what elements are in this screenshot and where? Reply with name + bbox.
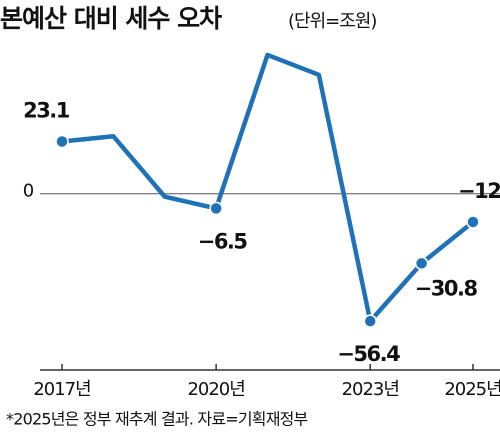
footnote: *2025년은 정부 재추계 결과. 자료=기획재정부 [6, 410, 308, 429]
x-tick-label: 2017년 [33, 379, 90, 400]
line [61, 52, 475, 324]
y-tick-label: 0 [23, 181, 34, 202]
chart-unit: (단위=조원) [288, 11, 376, 32]
point [363, 314, 377, 328]
point [55, 134, 69, 149]
x-tick-label: 2023년 [342, 379, 399, 400]
data-label: −6.5 [198, 229, 248, 253]
data-label: −30.8 [415, 276, 478, 300]
x-tick-label: 2020년 [187, 379, 244, 400]
point [209, 201, 223, 216]
chart-title: 본예산 대비 세수 오차 [0, 4, 222, 33]
data-label: −12.5 [458, 179, 500, 203]
data-label: −56.4 [337, 342, 400, 366]
x-tick-label: 2025년 [444, 379, 500, 400]
point [414, 256, 429, 271]
data-label: 23.1 [23, 98, 70, 122]
point [466, 215, 480, 229]
